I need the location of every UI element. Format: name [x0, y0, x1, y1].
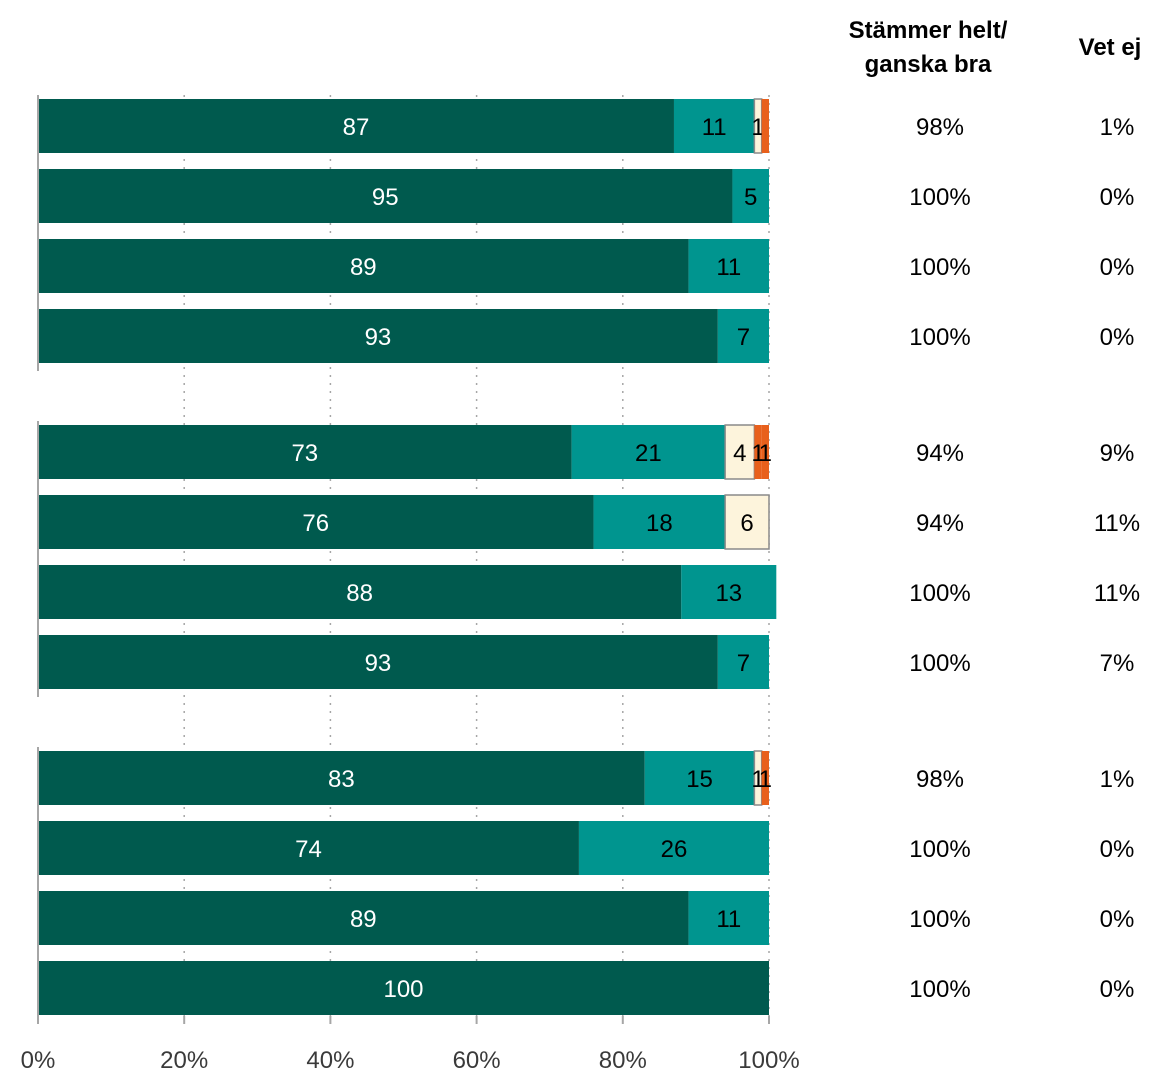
bar-segment: [593, 495, 726, 549]
dont-know-value: 7%: [1100, 650, 1135, 677]
bar-segment: [688, 891, 769, 945]
data-label: 6: [740, 510, 753, 537]
data-label: 93: [365, 650, 392, 677]
bar-segment: [732, 169, 769, 223]
bar-segment: [38, 961, 769, 1015]
data-label: 13: [715, 580, 742, 607]
data-label: 11: [716, 906, 741, 933]
agree-value: 94%: [916, 440, 964, 467]
bar-segment: [688, 239, 769, 293]
data-label: 76: [302, 510, 329, 537]
bar-segment: [38, 309, 718, 363]
x-tick-label: 20%: [160, 1047, 208, 1074]
data-label: 1: [751, 114, 764, 141]
dont-know-value: 0%: [1100, 324, 1135, 351]
bar-segment: [754, 425, 762, 479]
bar-segment: [38, 99, 674, 153]
agree-value: 98%: [916, 114, 964, 141]
data-label: 7: [737, 324, 750, 351]
agree-value: 100%: [909, 906, 970, 933]
bar-segment: [571, 425, 726, 479]
agree-value: 100%: [909, 184, 970, 211]
data-label: 89: [350, 254, 377, 281]
data-label: 21: [635, 440, 662, 467]
agree-value: 100%: [909, 580, 970, 607]
bar-segment: [38, 565, 682, 619]
dont-know-value: 9%: [1100, 440, 1135, 467]
data-label: 18: [646, 510, 673, 537]
bar-segment: [38, 169, 733, 223]
bar-segment: [38, 751, 645, 805]
header-dont-know: Vet ej: [1078, 34, 1142, 61]
agree-value: 100%: [909, 324, 970, 351]
dont-know-value: 0%: [1100, 254, 1135, 281]
data-label: 100: [383, 976, 423, 1003]
data-label: 1: [751, 766, 764, 793]
bar-segment: [761, 99, 769, 153]
bar-segment: [673, 99, 755, 153]
dont-know-value: 1%: [1100, 114, 1135, 141]
bar-segment: [38, 891, 689, 945]
data-label: 95: [372, 184, 399, 211]
bar-segment: [38, 635, 718, 689]
x-tick-label: 40%: [306, 1047, 354, 1074]
x-tick-label: 80%: [599, 1047, 647, 1074]
bar-segment: [681, 565, 777, 619]
dont-know-value: 0%: [1100, 836, 1135, 863]
bar-segment: [644, 751, 755, 805]
agree-value: 100%: [909, 976, 970, 1003]
data-label: 5: [744, 184, 757, 211]
data-label: 11: [702, 114, 727, 141]
bar-segment: [724, 494, 770, 550]
bar-segment: [717, 635, 769, 689]
dont-know-value: 0%: [1100, 906, 1135, 933]
data-label: 73: [291, 440, 318, 467]
agree-value: 98%: [916, 766, 964, 793]
data-label: 4: [733, 440, 746, 467]
x-tick-label: 60%: [453, 1047, 501, 1074]
data-label: 1: [759, 766, 772, 793]
data-label: 11: [716, 254, 741, 281]
dont-know-value: 0%: [1100, 976, 1135, 1003]
dont-know-value: 11%: [1094, 580, 1140, 607]
bar-segment: [38, 239, 689, 293]
dont-know-value: 1%: [1100, 766, 1135, 793]
data-label: 87: [343, 114, 370, 141]
data-label: 88: [346, 580, 373, 607]
bar-segment: [717, 309, 769, 363]
data-label: 1: [759, 440, 772, 467]
data-label: 83: [328, 766, 355, 793]
x-tick-label: 100%: [738, 1047, 799, 1074]
bar-segment: [38, 821, 579, 875]
bar-segment: [761, 751, 769, 805]
bar-segment: [761, 425, 769, 479]
data-label: 74: [295, 836, 322, 863]
dont-know-value: 0%: [1100, 184, 1135, 211]
agree-value: 94%: [916, 510, 964, 537]
bar-segment: [38, 495, 594, 549]
dont-know-value: 11%: [1094, 510, 1140, 537]
agree-value: 100%: [909, 836, 970, 863]
data-label: 89: [350, 906, 377, 933]
data-label: 93: [365, 324, 392, 351]
data-label: 26: [661, 836, 688, 863]
agree-value: 100%: [909, 650, 970, 677]
data-label: 1: [751, 440, 764, 467]
agree-value: 100%: [909, 254, 970, 281]
bar-segment: [578, 821, 769, 875]
bar-segment: [38, 425, 572, 479]
data-label: 7: [737, 650, 750, 677]
x-tick-label: 0%: [21, 1047, 56, 1074]
data-label: 15: [686, 766, 713, 793]
header-agree: Stämmer helt/ ganska bra: [848, 17, 1008, 78]
